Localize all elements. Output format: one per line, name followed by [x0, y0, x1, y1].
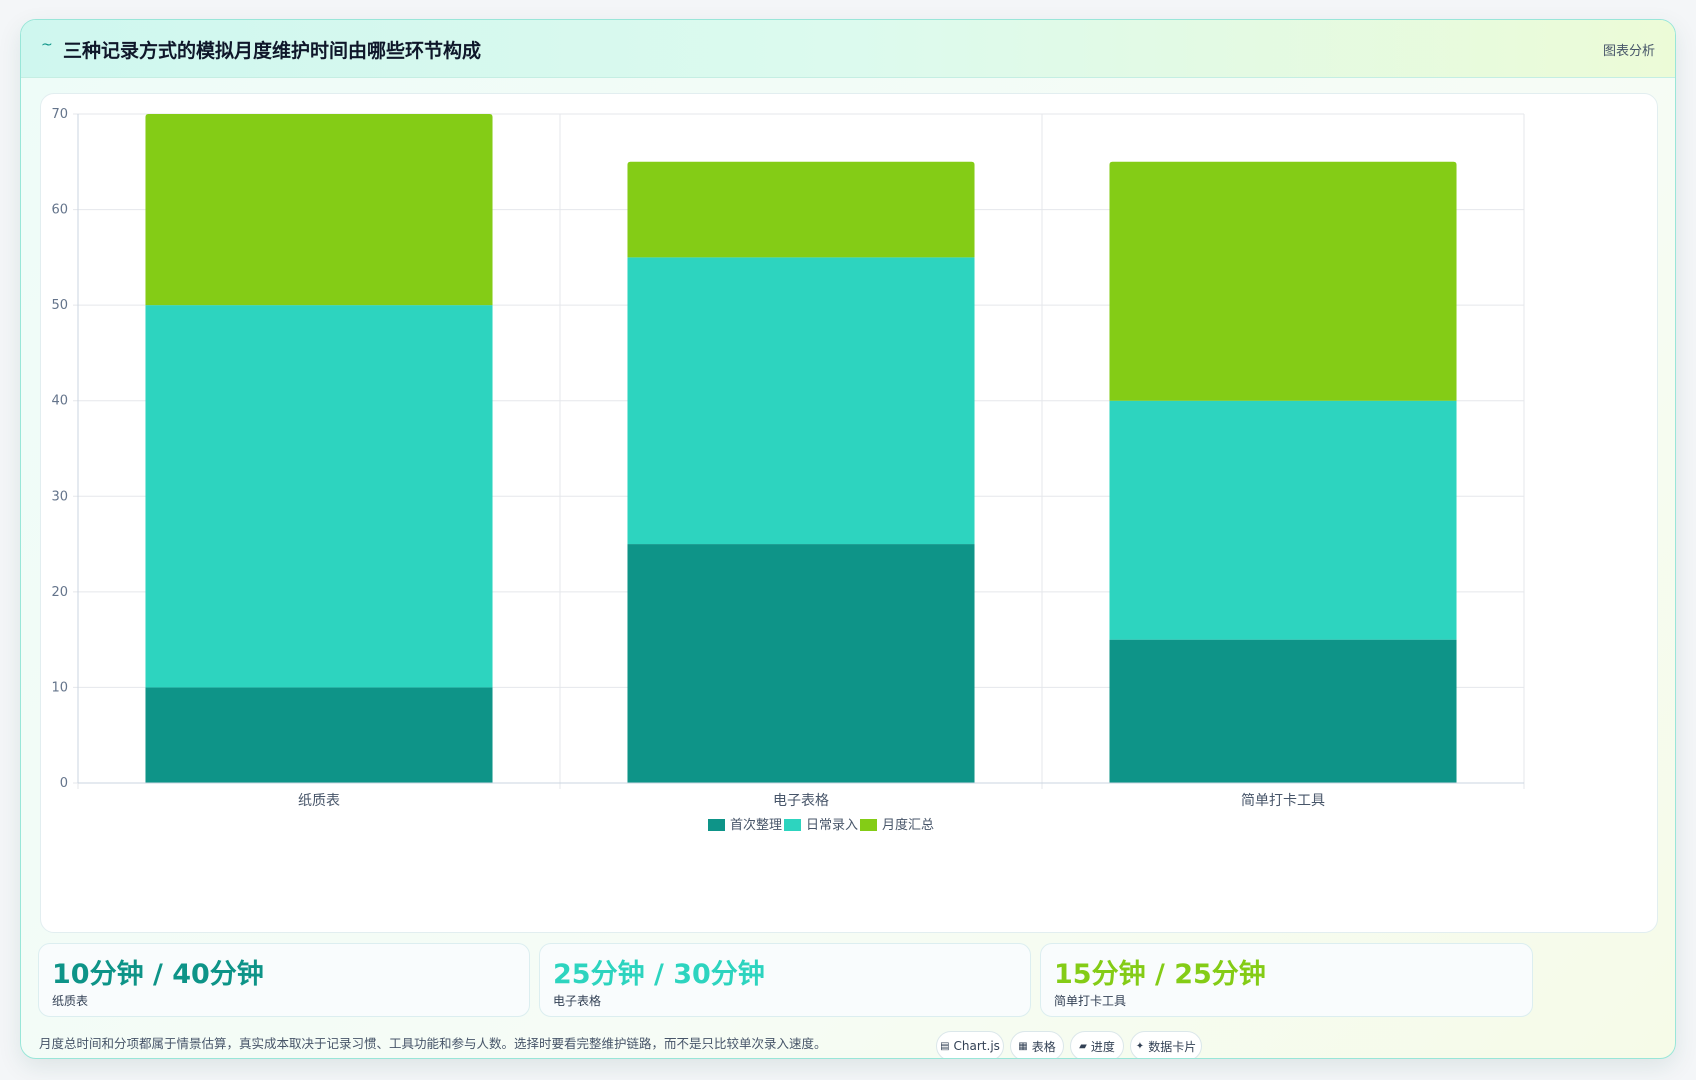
stat-value: 10分钟 / 40分钟 [52, 959, 264, 990]
stat-card-paper: 10分钟 / 40分钟 纸质表 [38, 943, 530, 1017]
legend-swatch [784, 819, 801, 831]
x-tick-label: 纸质表 [298, 793, 340, 809]
bar-segment [1109, 400, 1457, 640]
legend-swatch [708, 819, 725, 831]
chip-progress[interactable]: ▰ 进度 [1070, 1031, 1124, 1058]
stat-label: 电子表格 [553, 994, 602, 1008]
progress-icon: ▰ [1079, 1040, 1087, 1052]
chart-card: ~ 三种记录方式的模拟月度维护时间由哪些环节构成 图表分析 0 10 20 30 40 5… [20, 19, 1676, 1059]
legend-label: 首次整理 [730, 817, 782, 833]
bar-segment [145, 305, 493, 688]
legend-swatch [860, 819, 877, 831]
legend-label: 月度汇总 [882, 817, 934, 833]
x-tick-label: 电子表格 [773, 793, 829, 809]
y-tick-label: 10 [51, 680, 68, 695]
stat-label: 纸质表 [52, 994, 89, 1008]
chip-data-cards[interactable]: ✦ 数据卡片 [1130, 1031, 1202, 1058]
chip-label: Chart.js [953, 1039, 1000, 1053]
table-icon: ▦ [1018, 1040, 1028, 1052]
x-tick-label: 简单打卡工具 [1241, 792, 1325, 809]
bar-segment [1109, 161, 1457, 401]
chip-chartjs[interactable]: ▤ Chart.js [936, 1031, 1004, 1058]
stat-value: 15分钟 / 25分钟 [1054, 959, 1266, 990]
y-tick-label: 60 [51, 203, 68, 218]
bar-segment [627, 257, 975, 545]
y-tick-label: 0 [60, 776, 68, 791]
y-tick-label: 50 [51, 298, 68, 313]
card-header: ~ 三种记录方式的模拟月度维护时间由哪些环节构成 图表分析 [21, 20, 1675, 78]
chart-icon: ▤ [940, 1040, 950, 1052]
page-title: 三种记录方式的模拟月度维护时间由哪些环节构成 [63, 40, 482, 62]
stat-value: 25分钟 / 30分钟 [553, 959, 765, 990]
chip-label: 数据卡片 [1148, 1039, 1197, 1054]
chip-label: 进度 [1090, 1039, 1115, 1054]
bar-segment [627, 544, 975, 783]
sparkle-icon: ✦ [1135, 1040, 1145, 1052]
y-tick-label: 40 [51, 394, 68, 409]
chip-table[interactable]: ▦ 表格 [1010, 1031, 1064, 1058]
y-tick-label: 70 [51, 107, 68, 122]
chart-analysis-tag: 图表分析 [1602, 44, 1655, 59]
footnote: 月度总时间和分项都属于情景估算，真实成本取决于记录习惯、工具功能和参与人数。选择… [39, 1036, 827, 1051]
bar-segment [145, 114, 493, 306]
bar-segment [1109, 639, 1457, 783]
stat-label: 简单打卡工具 [1054, 994, 1127, 1008]
stat-card-checkin-tool: 15分钟 / 25分钟 简单打卡工具 [1040, 943, 1533, 1017]
stat-card-spreadsheet: 25分钟 / 30分钟 电子表格 [539, 943, 1031, 1017]
legend-label: 日常录入 [806, 818, 858, 833]
bar-segment [145, 687, 493, 783]
y-tick-label: 20 [51, 585, 68, 600]
bar-segment [627, 161, 975, 258]
trend-icon: ~ [41, 37, 53, 53]
chip-label: 表格 [1031, 1039, 1056, 1054]
y-tick-label: 30 [51, 489, 68, 504]
chart-panel: 0 10 20 30 40 50 60 70 纸质表 电子表格 简单打卡工具首次整理 日常录入 月度汇总 [40, 93, 1658, 933]
